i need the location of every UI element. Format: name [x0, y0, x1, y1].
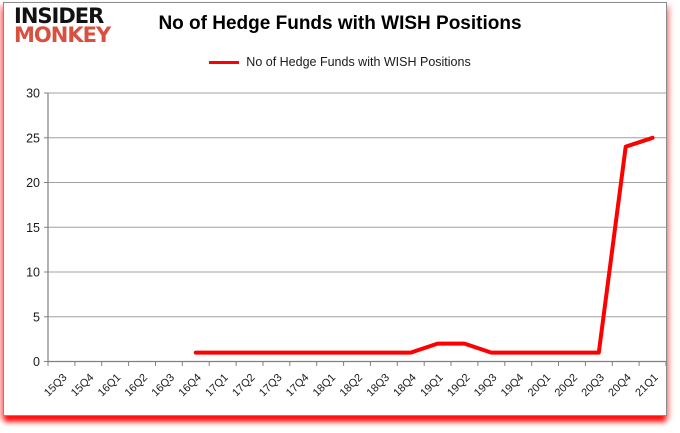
svg-text:19Q1: 19Q1: [418, 372, 446, 400]
svg-text:18Q3: 18Q3: [364, 372, 392, 400]
svg-text:17Q2: 17Q2: [230, 372, 258, 400]
svg-text:10: 10: [26, 266, 40, 280]
svg-text:25: 25: [26, 131, 40, 145]
svg-text:19Q4: 19Q4: [499, 372, 527, 400]
svg-text:16Q3: 16Q3: [149, 372, 177, 400]
svg-text:20Q1: 20Q1: [526, 372, 554, 400]
svg-text:20Q2: 20Q2: [553, 372, 581, 400]
svg-text:19Q2: 19Q2: [445, 372, 473, 400]
svg-text:19Q3: 19Q3: [472, 372, 500, 400]
svg-text:17Q4: 17Q4: [284, 372, 312, 400]
svg-text:15Q3: 15Q3: [42, 372, 70, 400]
legend-label: No of Hedge Funds with WISH Positions: [246, 55, 471, 69]
svg-text:18Q2: 18Q2: [338, 372, 366, 400]
chart-frame: [3, 2, 667, 416]
svg-text:20Q3: 20Q3: [579, 372, 607, 400]
svg-text:16Q2: 16Q2: [123, 372, 151, 400]
logo-line2: MONKEY: [14, 23, 111, 47]
svg-text:17Q1: 17Q1: [203, 372, 231, 400]
svg-text:16Q4: 16Q4: [176, 372, 204, 400]
svg-text:18Q4: 18Q4: [391, 372, 419, 400]
svg-text:15: 15: [26, 221, 40, 235]
chart-legend: No of Hedge Funds with WISH Positions: [0, 55, 680, 69]
chart-title: No of Hedge Funds with WISH Positions: [158, 13, 522, 34]
legend-line-swatch: [209, 60, 240, 64]
svg-text:5: 5: [33, 310, 40, 324]
svg-text:20Q4: 20Q4: [606, 372, 634, 400]
insider-monkey-logo: INSIDER MONKEY: [14, 4, 111, 47]
svg-text:20: 20: [26, 176, 40, 190]
svg-text:17Q3: 17Q3: [257, 372, 285, 400]
svg-text:0: 0: [33, 355, 40, 369]
svg-text:21Q1: 21Q1: [633, 372, 661, 400]
svg-text:15Q4: 15Q4: [69, 372, 97, 400]
logo-line1: INSIDER: [14, 4, 104, 28]
svg-text:30: 30: [26, 87, 40, 101]
svg-text:18Q1: 18Q1: [311, 372, 339, 400]
svg-text:16Q1: 16Q1: [96, 372, 124, 400]
